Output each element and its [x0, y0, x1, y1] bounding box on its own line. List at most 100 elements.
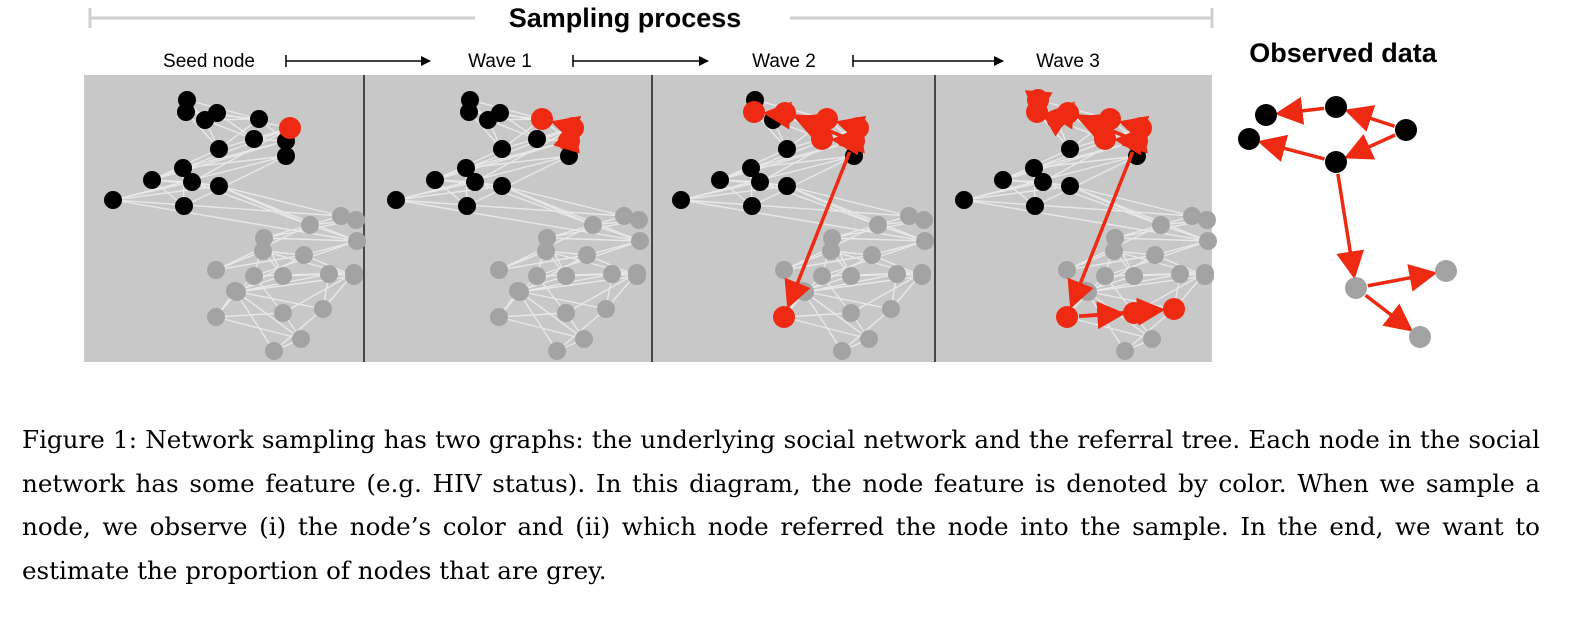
grey-node [630, 211, 648, 229]
black-node [460, 103, 478, 121]
grey-node [292, 330, 310, 348]
grey-node [347, 211, 365, 229]
grey-node [245, 267, 263, 285]
social-edge [498, 312, 567, 318]
social-edge [395, 185, 503, 201]
grey-node [597, 300, 615, 318]
grey-node [348, 232, 366, 250]
grey-node [509, 282, 527, 300]
social-edge [182, 155, 287, 169]
grey-node [557, 267, 575, 285]
observed-black-node [1325, 151, 1347, 173]
observed-referral-arrow [1344, 105, 1396, 132]
grey-node [528, 267, 546, 285]
black-node [560, 147, 578, 165]
grey-node [860, 330, 878, 348]
grey-node [615, 207, 633, 225]
black-node [387, 191, 405, 209]
grey-node [775, 261, 793, 279]
black-node [210, 140, 228, 158]
referral-arrow [1078, 297, 1166, 326]
social-edge [183, 155, 287, 207]
referral-arrow [1024, 90, 1053, 120]
social-edge [680, 199, 926, 242]
panel-2 [672, 91, 934, 360]
social-edge [1069, 185, 1209, 242]
black-node [426, 171, 444, 189]
observed-referral-arrow [1336, 173, 1365, 280]
social-edge [963, 199, 1209, 242]
black-node [210, 177, 228, 195]
observed-referral-tree [1238, 96, 1457, 348]
black-node [1026, 197, 1044, 215]
grey-node [1171, 265, 1189, 283]
observed-black-node [1325, 96, 1347, 118]
black-node [104, 191, 122, 209]
grey-node [578, 246, 596, 264]
social-edge [783, 312, 852, 318]
black-node [1034, 173, 1052, 191]
grey-node [603, 265, 621, 283]
grey-node [490, 261, 508, 279]
observed-black-node [1238, 128, 1260, 150]
grey-node [900, 207, 918, 225]
sampled-node [743, 101, 765, 123]
grey-node [490, 308, 508, 326]
grey-node [882, 300, 900, 318]
grey-node [332, 207, 350, 225]
black-node [493, 140, 511, 158]
grey-node [916, 232, 934, 250]
grey-node [548, 342, 566, 360]
social-edge [750, 155, 855, 169]
black-node [245, 130, 263, 148]
grey-node [265, 342, 283, 360]
grey-node [295, 246, 313, 264]
social-edge [218, 185, 342, 217]
referral-arrow [784, 151, 852, 309]
social-edge [831, 237, 926, 242]
grey-node [863, 246, 881, 264]
grey-node [842, 267, 860, 285]
social-edge [565, 272, 638, 314]
social-edge [465, 155, 570, 169]
referral-arrow [550, 115, 582, 143]
sampled-node [1056, 306, 1078, 328]
sampled-node [1163, 298, 1185, 320]
grey-node [628, 264, 646, 282]
social-edge [501, 185, 625, 217]
observed-grey-node [1409, 326, 1431, 348]
social-edge [273, 308, 324, 352]
black-node [778, 177, 796, 195]
observed-referral-arrow [1257, 134, 1325, 162]
social-edge [1114, 237, 1209, 242]
grey-node [1125, 267, 1143, 285]
social-edge [850, 272, 923, 314]
panel-label-seed: Seed node [163, 51, 255, 72]
grey-node [842, 304, 860, 322]
grey-node [320, 265, 338, 283]
social-edge [234, 290, 324, 310]
observed-black-node [1255, 104, 1277, 126]
black-node [711, 171, 729, 189]
timeline-arrows [285, 55, 1004, 67]
social-edge [786, 185, 926, 242]
black-node [672, 191, 690, 209]
social-edge [556, 308, 607, 352]
grey-node [813, 267, 831, 285]
social-edge [262, 250, 355, 277]
grey-node [1106, 229, 1124, 247]
social-edge [786, 185, 910, 217]
black-node [457, 159, 475, 177]
sampled-node [773, 306, 795, 328]
black-node [493, 177, 511, 195]
social-edge [545, 250, 638, 277]
black-node [177, 103, 195, 121]
social-edge [112, 199, 342, 217]
grey-node [557, 304, 575, 322]
observed-referral-arrow [1343, 133, 1396, 160]
social-edge [434, 140, 570, 181]
black-node [1061, 140, 1079, 158]
social-edge [236, 291, 302, 340]
grey-node [1105, 242, 1123, 260]
social-edge [234, 290, 275, 352]
